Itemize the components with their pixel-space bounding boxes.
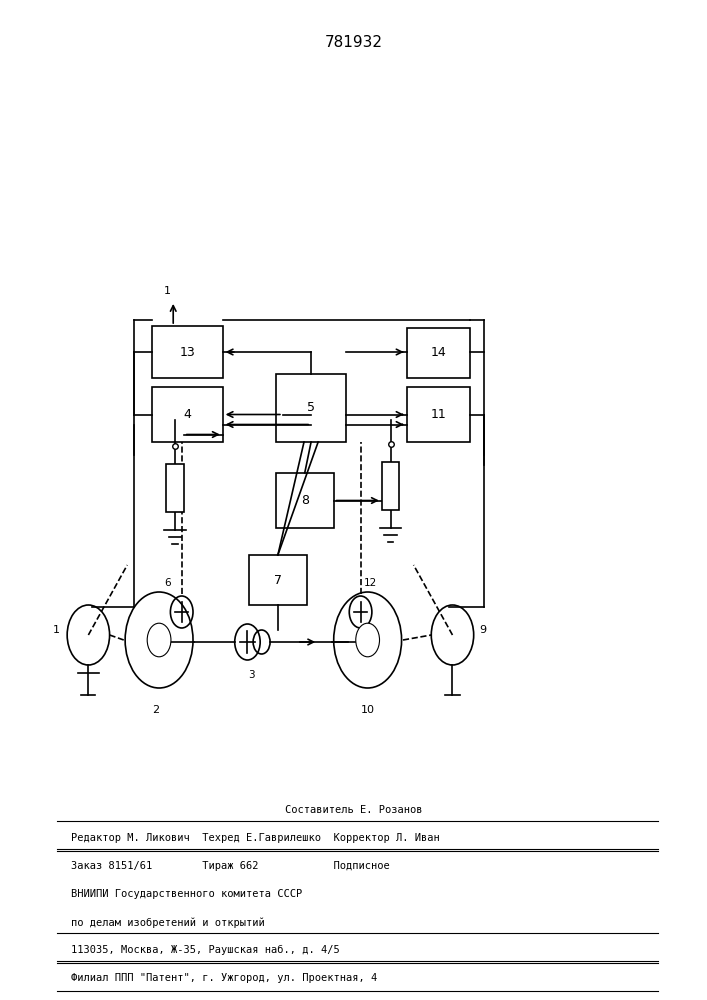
Bar xyxy=(249,555,307,605)
Text: Составитель Е. Розанов: Составитель Е. Розанов xyxy=(285,805,422,815)
Text: 113035, Москва, Ж-35, Раушская наб., д. 4/5: 113035, Москва, Ж-35, Раушская наб., д. … xyxy=(71,945,339,955)
Text: 11: 11 xyxy=(431,408,446,421)
Text: 1: 1 xyxy=(53,625,60,635)
Text: 6: 6 xyxy=(164,578,171,588)
Text: Редактор М. Ликович  Техред Е.Гаврилешко  Корректор Л. Иван: Редактор М. Ликович Техред Е.Гаврилешко … xyxy=(71,833,440,843)
Bar xyxy=(276,473,334,528)
Bar xyxy=(276,374,346,442)
Circle shape xyxy=(356,623,380,657)
Text: 8: 8 xyxy=(300,494,309,507)
Bar xyxy=(382,462,399,510)
Text: 14: 14 xyxy=(431,347,446,360)
Text: Заказ 8151/61        Тираж 662            Подписное: Заказ 8151/61 Тираж 662 Подписное xyxy=(71,861,390,871)
Bar xyxy=(407,387,470,442)
Bar xyxy=(152,387,223,442)
Text: 4: 4 xyxy=(183,408,192,421)
Text: по делам изобретений и открытий: по делам изобретений и открытий xyxy=(71,917,264,928)
Text: 12: 12 xyxy=(364,578,378,588)
Text: 2: 2 xyxy=(152,705,159,715)
Text: Филиал ППП "Патент", г. Ужгород, ул. Проектная, 4: Филиал ППП "Патент", г. Ужгород, ул. Про… xyxy=(71,973,377,983)
Text: 13: 13 xyxy=(180,346,195,359)
Circle shape xyxy=(147,623,171,657)
Text: 9: 9 xyxy=(479,625,486,635)
Text: 7: 7 xyxy=(274,573,282,586)
Bar xyxy=(152,326,223,378)
Bar xyxy=(166,464,184,512)
Text: 10: 10 xyxy=(361,705,375,715)
Text: 1: 1 xyxy=(164,286,171,296)
Bar xyxy=(407,328,470,378)
Text: ВНИИПИ Государственного комитета СССР: ВНИИПИ Государственного комитета СССР xyxy=(71,889,302,899)
Text: 5: 5 xyxy=(307,401,315,414)
Text: 3: 3 xyxy=(247,670,255,680)
Text: 781932: 781932 xyxy=(325,35,382,50)
